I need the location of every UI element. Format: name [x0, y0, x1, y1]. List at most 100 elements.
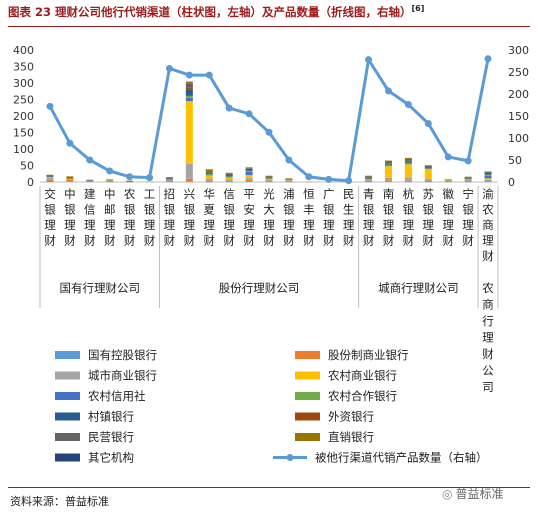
line-point [86, 156, 94, 164]
bar-segment [464, 180, 472, 182]
legend-swatch [295, 412, 320, 421]
legend-swatch [295, 392, 320, 400]
line-point [464, 157, 472, 165]
bar-segment [66, 178, 74, 180]
bar-segment [245, 167, 253, 168]
bar-segment [245, 168, 253, 169]
legend-swatch [55, 351, 80, 359]
x-tick-label: 浦银理财 [283, 187, 295, 248]
bar-segment [225, 181, 233, 183]
bar-segment [424, 181, 432, 183]
bar-segment [444, 181, 452, 182]
bar-segment [205, 172, 213, 174]
bar-segment [365, 180, 373, 182]
legend-label: 其它机构 [88, 451, 134, 465]
bar-segment [46, 178, 54, 180]
y-right-tick-label: 200 [508, 88, 529, 101]
bar-segment [305, 181, 313, 183]
bar-segment [484, 174, 492, 176]
line-point [205, 71, 213, 79]
x-tick-label: 交银理财 [44, 187, 56, 248]
bar-segment [384, 165, 392, 167]
bar-segment [444, 181, 452, 182]
bar-segment [185, 163, 193, 179]
bar-segment [285, 181, 293, 182]
group-label: 国有行理财公司 [59, 281, 140, 295]
line-point [424, 119, 432, 127]
bar-segment [365, 178, 373, 180]
line-point [185, 71, 193, 79]
bar-segment [66, 180, 74, 182]
x-tick-label: 中邮理财 [104, 187, 116, 248]
y-left-tick-label: 50 [20, 160, 34, 173]
y-right-tick-label: 50 [508, 154, 522, 167]
bar-segment [205, 171, 213, 173]
bar-segment [205, 181, 213, 183]
bar-segment [265, 179, 273, 181]
bar-segment [484, 175, 492, 179]
bar-segment [245, 168, 253, 171]
bar-segment [165, 178, 173, 180]
bar-segment [404, 162, 412, 164]
bar-segment [66, 179, 74, 181]
bar-segment [365, 181, 373, 182]
bar-segment [185, 95, 193, 98]
bar-segment [484, 181, 492, 182]
bar-segment [424, 179, 432, 182]
y-right-tick-label: 250 [508, 66, 529, 79]
bar-segment [404, 180, 412, 182]
bar-segment [165, 177, 173, 178]
bar-segment [46, 176, 54, 177]
bar-segment [424, 181, 432, 182]
chart-title: 图表 23 理财公司他行代销渠道（柱状图，左轴）及产品数量（折线图，右轴）[6] [8, 4, 528, 20]
line-point [305, 173, 313, 181]
legend-swatch [295, 433, 320, 441]
bar-segment [245, 177, 253, 180]
bar-segment [245, 175, 253, 178]
bar-segment [384, 163, 392, 165]
bar-segment [484, 172, 492, 175]
bar-segment [424, 165, 432, 168]
line-point [126, 173, 134, 181]
y-right-tick-label: 150 [508, 110, 529, 123]
line-point [444, 153, 452, 161]
y-left-tick-label: 100 [13, 143, 34, 156]
x-tick-label: 招银理财 [164, 187, 176, 248]
bar-segment [285, 181, 293, 183]
bar-segment [484, 181, 492, 183]
bar-segment [205, 169, 213, 170]
bar-segment [86, 181, 94, 182]
bar-segment [225, 179, 233, 181]
bar-segment [46, 181, 54, 182]
x-tick-label: 南银理财 [383, 187, 395, 248]
bar-segment [126, 180, 134, 182]
bar-segment [165, 179, 173, 180]
bar-segment [86, 180, 94, 181]
x-tick-label: 苏银理财 [423, 187, 435, 248]
bar-segment [404, 160, 412, 162]
bar-segment [106, 180, 114, 182]
bar-segment [126, 181, 134, 183]
x-tick-label: 民生理财 [343, 187, 355, 248]
y-right-tick-label: 300 [508, 44, 529, 57]
x-tick-label: 农银理财 [124, 187, 136, 248]
legend-swatch [55, 453, 80, 462]
bar-segment [265, 177, 273, 178]
bar-segment [106, 181, 114, 183]
group-label: 城商行理财公司 [378, 281, 459, 295]
bar-segment [384, 181, 392, 182]
line-point [384, 87, 392, 95]
bar-segment [265, 178, 273, 180]
bar-segment [285, 180, 293, 182]
bar-segment [464, 177, 472, 178]
bar-segment [225, 175, 233, 177]
bar-segment [484, 179, 492, 182]
legend-swatch [295, 351, 320, 359]
x-tick-label: 工银理财 [144, 187, 156, 248]
x-tick-label: 徽银理财 [442, 187, 454, 248]
bar-segment [484, 171, 492, 172]
bar-segment [185, 181, 193, 182]
y-left-tick-label: 350 [13, 61, 34, 74]
bar-segment [424, 169, 432, 180]
bar-segment [365, 181, 373, 183]
